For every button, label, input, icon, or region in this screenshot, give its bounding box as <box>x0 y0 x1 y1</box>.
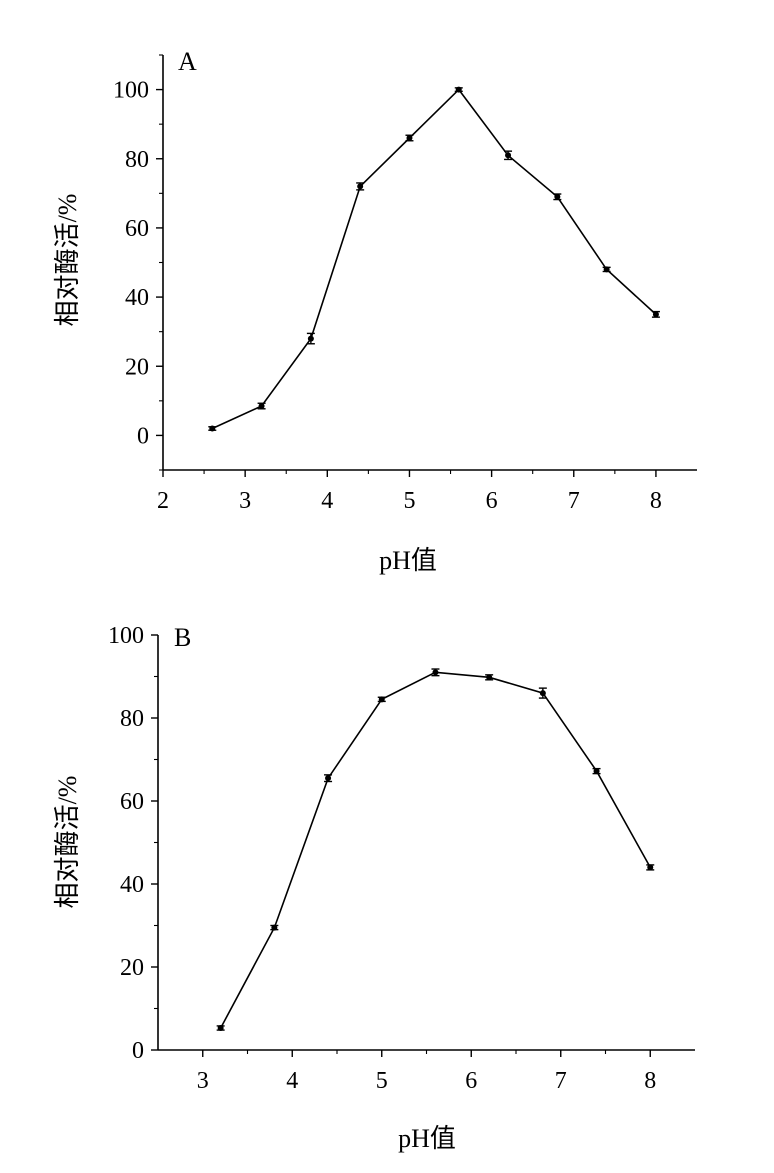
series-line-b <box>219 671 651 1029</box>
x-tick-label-a: 3 <box>239 488 251 514</box>
y-tick-label-b: 100 <box>108 623 144 649</box>
x-axis-title-b: pH值 <box>398 1124 456 1153</box>
chart-panel-a: A pH值 相对酶活/% 0 20 40 60 80 100 2 3 4 5 6 7 8 <box>53 47 697 575</box>
chart-panel-b: B pH值 相对酶活/% 0 20 40 60 80 100 3 4 5 6 7 8 <box>53 623 695 1153</box>
x-tick-label-b: 8 <box>644 1068 656 1094</box>
panel-label-b: B <box>174 623 191 652</box>
y-tick-label-a: 20 <box>125 354 149 380</box>
x-tick-label-a: 6 <box>486 488 498 514</box>
data-point-b <box>593 768 600 775</box>
y-tick-label-b: 40 <box>120 872 144 898</box>
x-tick-label-b: 5 <box>376 1068 388 1094</box>
y-axis-title-a: 相对酶活/% <box>53 194 82 327</box>
x-tick-label-b: 6 <box>465 1068 477 1094</box>
x-tick-label-b: 3 <box>197 1068 209 1094</box>
x-tick-label-a: 5 <box>403 488 415 514</box>
x-tick-label-a: 2 <box>157 488 169 514</box>
data-point-b <box>539 690 546 697</box>
x-tick-label-a: 8 <box>650 488 662 514</box>
data-point-b <box>432 669 439 676</box>
data-point-b <box>378 696 385 703</box>
y-tick-label-a: 80 <box>125 147 149 173</box>
data-point-a <box>406 135 413 141</box>
data-point-b <box>325 775 332 782</box>
y-tick-label-a: 60 <box>125 216 149 242</box>
y-axis-title-b: 相对酶活/% <box>53 776 82 909</box>
x-tick-label-b: 4 <box>286 1068 298 1094</box>
y-tick-label-a: 0 <box>137 423 149 449</box>
x-axis-title-a: pH值 <box>379 546 437 575</box>
data-point-a <box>258 403 265 410</box>
x-tick-label-a: 4 <box>321 488 333 514</box>
y-tick-label-b: 60 <box>120 789 144 815</box>
data-point-a <box>652 311 659 318</box>
series-line-a <box>211 88 657 430</box>
y-tick-label-a: 100 <box>113 78 149 104</box>
panel-label-a: A <box>178 47 197 76</box>
data-point-a <box>455 86 462 93</box>
data-point-b <box>486 674 493 681</box>
data-point-b <box>217 1025 224 1032</box>
data-point-b <box>271 924 278 931</box>
y-tick-label-a: 40 <box>125 285 149 311</box>
data-point-a <box>554 193 561 200</box>
data-point-a <box>603 266 610 273</box>
data-point-a <box>505 152 512 159</box>
y-tick-label-b: 20 <box>120 955 144 981</box>
x-tick-label-a: 7 <box>568 488 580 514</box>
data-point-a <box>357 183 364 190</box>
y-tick-label-b: 80 <box>120 706 144 732</box>
data-point-b <box>647 864 654 871</box>
data-point-a <box>307 335 314 342</box>
y-tick-label-b: 0 <box>132 1038 144 1064</box>
x-tick-label-b: 7 <box>555 1068 567 1094</box>
data-point-a <box>209 425 216 432</box>
